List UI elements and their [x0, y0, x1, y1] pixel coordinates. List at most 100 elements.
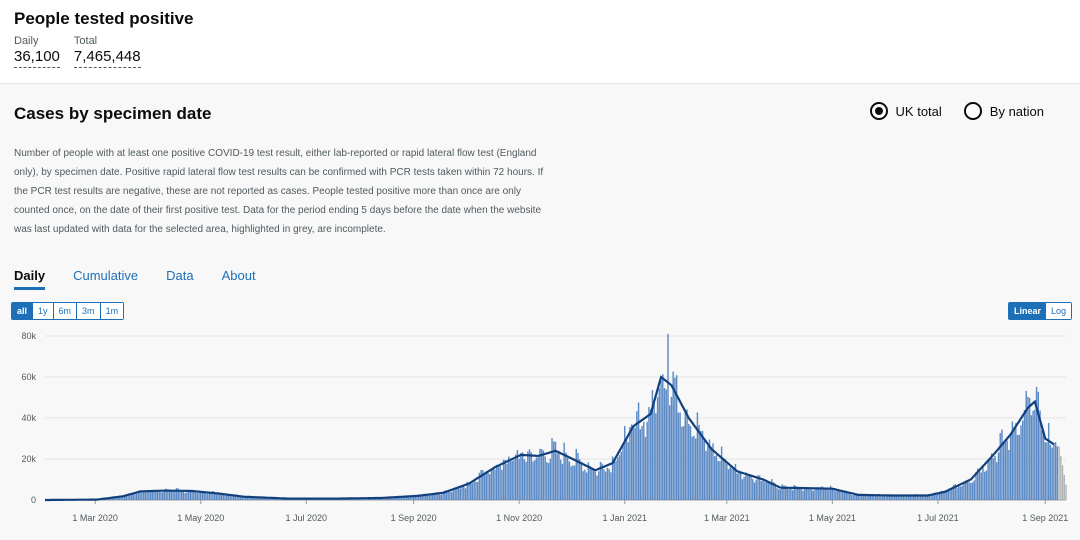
bar[interactable]: [710, 446, 712, 500]
bar[interactable]: [679, 412, 681, 500]
bar[interactable]: [646, 421, 648, 500]
bar[interactable]: [141, 491, 143, 500]
range-1y-button[interactable]: 1y: [32, 303, 53, 319]
bar[interactable]: [949, 490, 951, 500]
bar[interactable]: [450, 492, 453, 500]
tab-about[interactable]: About: [221, 268, 256, 283]
bar[interactable]: [113, 497, 115, 500]
bar[interactable]: [400, 497, 403, 500]
bar[interactable]: [1056, 446, 1059, 500]
tab-cumulative[interactable]: Cumulative: [73, 268, 139, 283]
bar[interactable]: [866, 494, 868, 500]
bar[interactable]: [1060, 455, 1062, 500]
bar[interactable]: [257, 497, 259, 500]
bar[interactable]: [781, 484, 783, 500]
bar[interactable]: [651, 390, 654, 500]
bar[interactable]: [553, 441, 555, 500]
bar[interactable]: [537, 457, 539, 500]
bar[interactable]: [797, 487, 799, 500]
bar[interactable]: [149, 492, 152, 500]
bar[interactable]: [826, 489, 828, 500]
bar[interactable]: [444, 490, 446, 500]
bar[interactable]: [544, 456, 546, 500]
bar[interactable]: [189, 490, 192, 500]
bar[interactable]: [267, 498, 269, 500]
bar[interactable]: [1039, 410, 1041, 500]
range-1m-button[interactable]: 1m: [99, 303, 124, 319]
bar[interactable]: [388, 497, 391, 500]
bar[interactable]: [1063, 474, 1065, 500]
bar[interactable]: [784, 485, 787, 500]
bar[interactable]: [803, 489, 806, 500]
bar[interactable]: [440, 494, 443, 500]
bar[interactable]: [599, 461, 602, 500]
bar[interactable]: [644, 436, 647, 500]
bar[interactable]: [703, 440, 706, 500]
bar[interactable]: [741, 479, 744, 500]
bar[interactable]: [970, 482, 972, 500]
range-all-button[interactable]: all: [12, 303, 33, 319]
bar[interactable]: [572, 465, 574, 500]
bar[interactable]: [961, 485, 963, 500]
bar[interactable]: [938, 492, 941, 500]
bar[interactable]: [925, 495, 927, 500]
bar[interactable]: [262, 497, 264, 500]
bar[interactable]: [890, 494, 892, 500]
bar[interactable]: [933, 494, 936, 500]
bar[interactable]: [871, 494, 873, 500]
bar[interactable]: [1054, 442, 1057, 500]
daily-value[interactable]: 36,100: [14, 48, 60, 68]
bar[interactable]: [812, 490, 815, 500]
bar[interactable]: [1041, 429, 1043, 500]
bar[interactable]: [835, 491, 837, 500]
bar[interactable]: [577, 452, 579, 500]
bar[interactable]: [945, 490, 948, 500]
bar[interactable]: [930, 494, 932, 500]
bar[interactable]: [485, 471, 487, 500]
bar[interactable]: [838, 490, 841, 500]
bar[interactable]: [824, 488, 827, 500]
bar[interactable]: [1028, 397, 1031, 500]
bar[interactable]: [681, 426, 683, 500]
bar[interactable]: [142, 491, 145, 500]
bar[interactable]: [559, 459, 562, 500]
bar[interactable]: [445, 491, 448, 500]
bar[interactable]: [163, 490, 166, 500]
bar[interactable]: [667, 333, 669, 500]
bar[interactable]: [755, 479, 757, 500]
bar[interactable]: [973, 480, 975, 500]
bar[interactable]: [418, 494, 420, 500]
bar[interactable]: [639, 429, 642, 500]
bar[interactable]: [907, 495, 910, 500]
bar[interactable]: [509, 461, 512, 500]
bar[interactable]: [459, 488, 462, 500]
bar[interactable]: [630, 424, 633, 500]
bar[interactable]: [873, 495, 875, 500]
bar[interactable]: [1020, 425, 1022, 500]
bar[interactable]: [1016, 434, 1019, 500]
bar[interactable]: [649, 409, 652, 500]
bar[interactable]: [698, 424, 700, 500]
bar[interactable]: [215, 493, 218, 500]
bar[interactable]: [805, 486, 808, 500]
bar[interactable]: [829, 485, 832, 500]
bar[interactable]: [392, 497, 394, 500]
bar[interactable]: [473, 480, 475, 500]
bar[interactable]: [428, 495, 430, 500]
bar[interactable]: [900, 496, 903, 500]
bar[interactable]: [120, 496, 122, 500]
bar[interactable]: [187, 490, 190, 500]
bar[interactable]: [129, 493, 131, 500]
bar[interactable]: [720, 446, 723, 500]
range-6m-button[interactable]: 6m: [52, 303, 77, 319]
bar[interactable]: [419, 495, 422, 500]
bar[interactable]: [1058, 446, 1060, 500]
bar[interactable]: [579, 459, 581, 500]
bar[interactable]: [660, 380, 662, 500]
bar[interactable]: [985, 470, 988, 500]
bar[interactable]: [857, 494, 860, 500]
bar[interactable]: [208, 492, 211, 500]
bar[interactable]: [134, 494, 136, 500]
bar[interactable]: [253, 497, 256, 500]
bar[interactable]: [241, 497, 243, 500]
